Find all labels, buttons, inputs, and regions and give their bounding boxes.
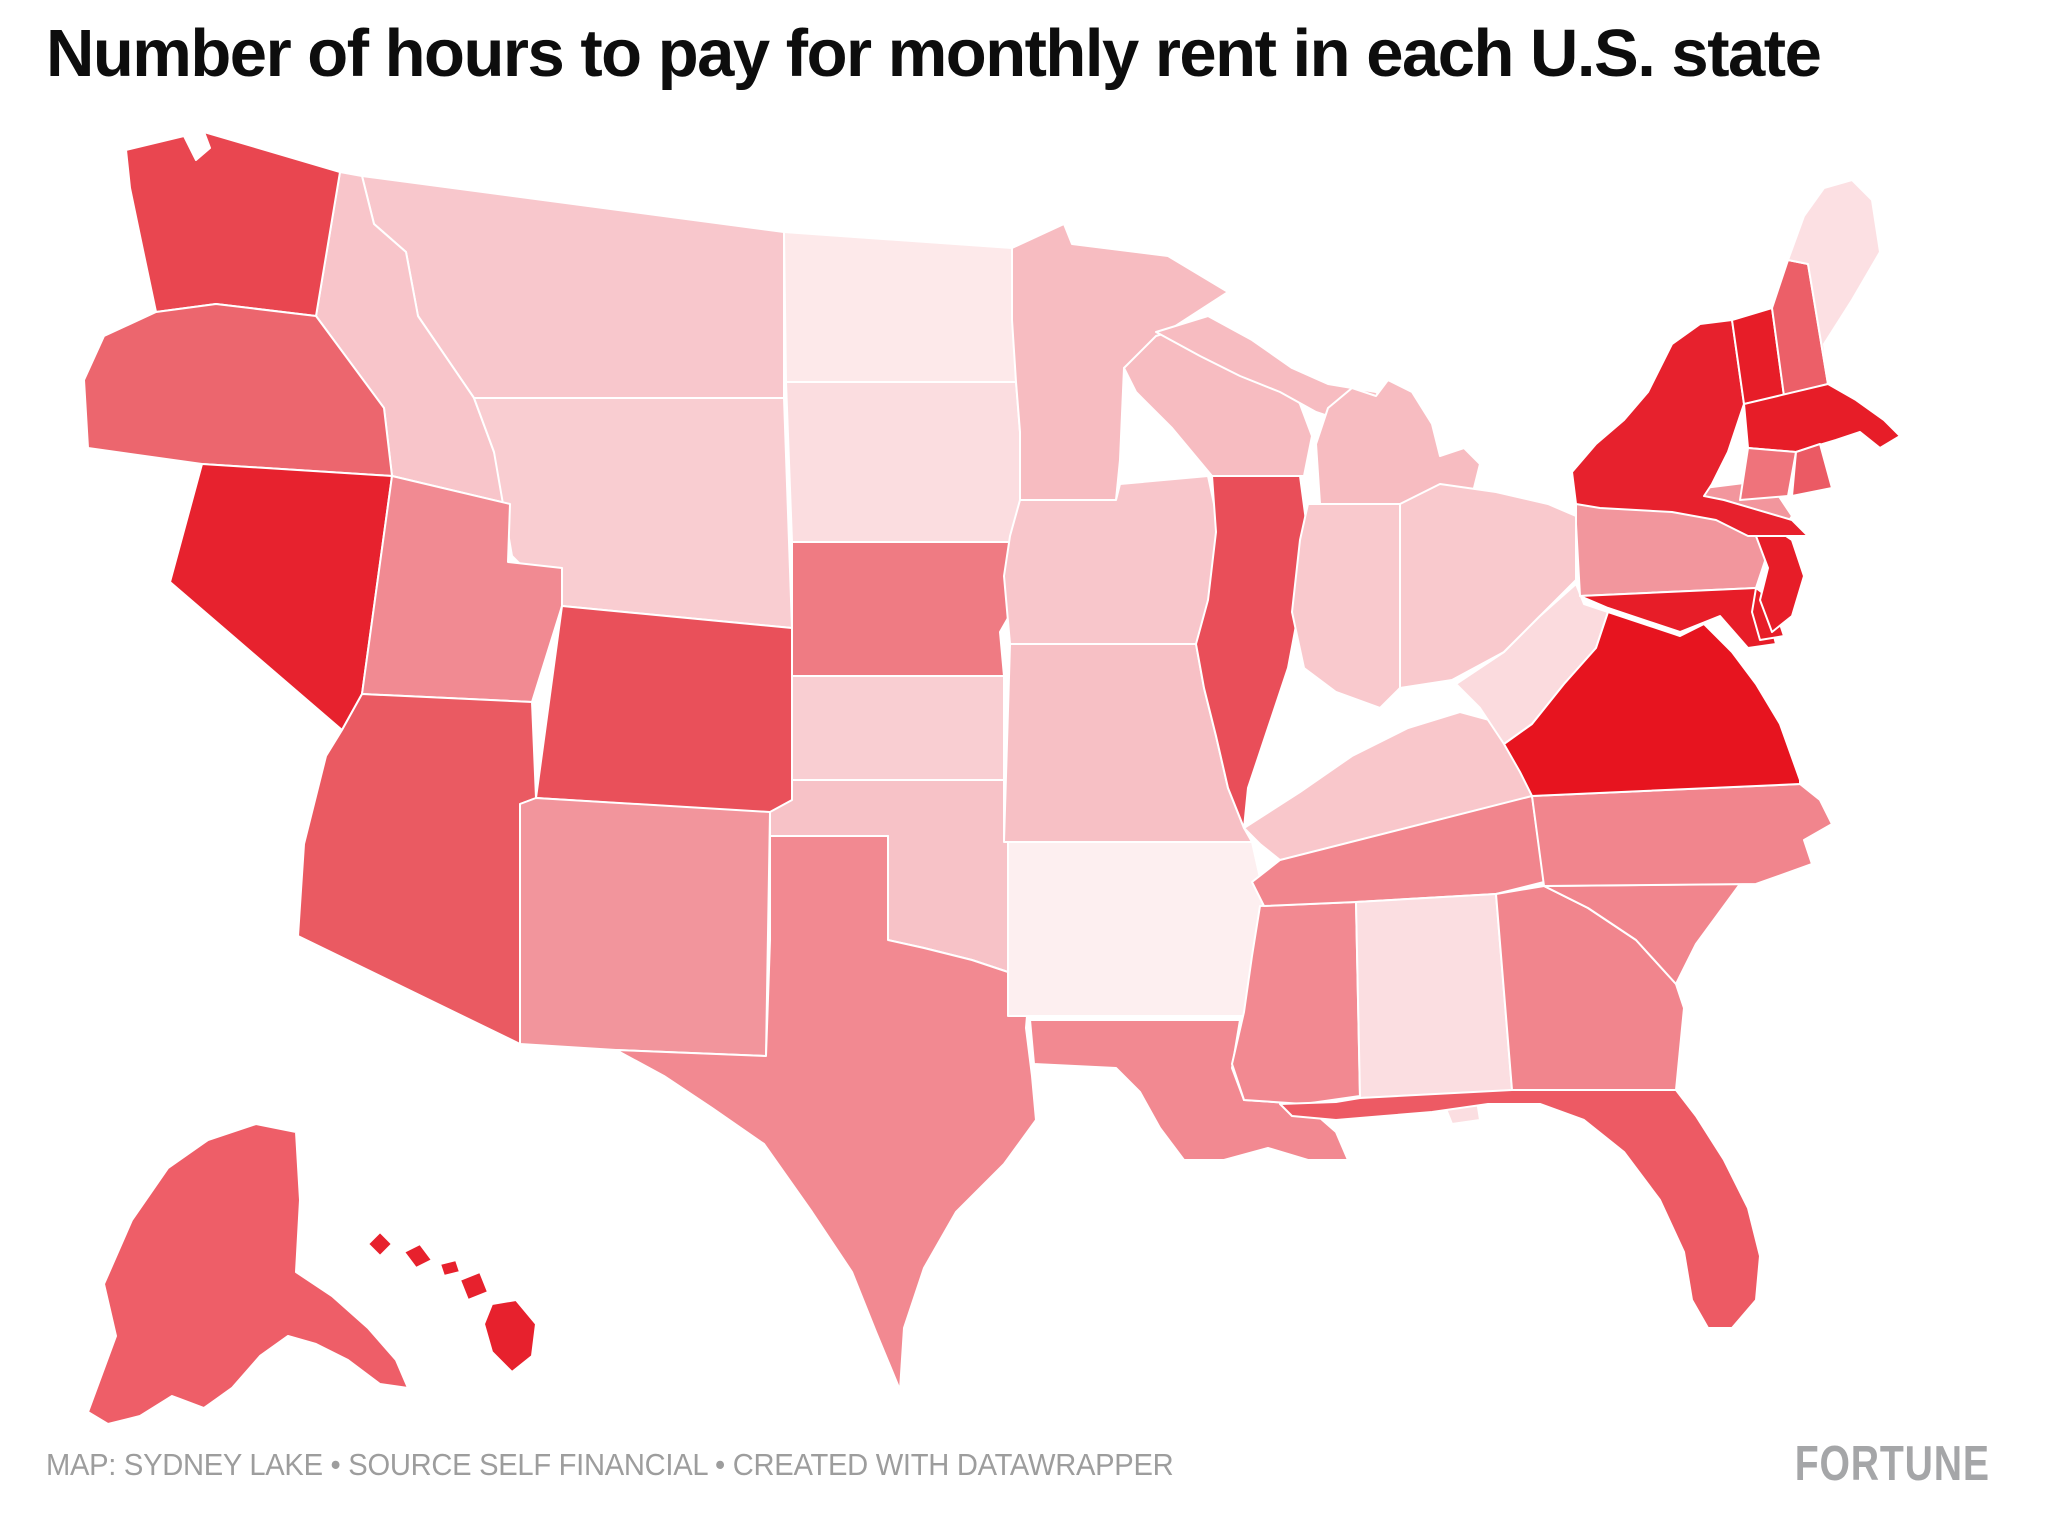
state-nv[interactable]: Nevada (169, 463, 393, 731)
state-az[interactable]: Arizona (297, 693, 537, 1045)
state-wa[interactable]: Washington (125, 131, 341, 317)
state-fl[interactable]: Florida (1279, 1089, 1761, 1329)
state-me[interactable]: Maine (1787, 179, 1881, 385)
state-in[interactable]: Indiana (1291, 503, 1401, 709)
state-ct[interactable]: Connecticut (1739, 447, 1797, 501)
state-co[interactable]: Colorado (535, 605, 793, 815)
state-ne[interactable]: Nebraska (791, 541, 1021, 677)
state-nj[interactable]: New Jersey (1755, 523, 1805, 633)
state-ks[interactable]: Kansas (791, 675, 1005, 781)
state-ny[interactable]: New York (1571, 319, 1809, 537)
state-nc[interactable]: North Carolina (1531, 783, 1833, 887)
state-tx[interactable]: Texas (615, 835, 1037, 1391)
fortune-logo: FORTUNE (1794, 1437, 1990, 1491)
state-al[interactable]: Alabama (1355, 893, 1513, 1125)
state-nd[interactable]: North Dakota (783, 231, 1017, 383)
state-sd[interactable]: South Dakota (785, 381, 1021, 543)
chart-title: Number of hours to pay for monthly rent … (46, 16, 1822, 91)
state-mn[interactable]: Minnesota (1011, 223, 1229, 501)
state-ak[interactable]: Alaska (87, 1123, 409, 1425)
state-nm[interactable]: New Mexico (519, 797, 771, 1057)
state-ar[interactable]: Arkansas (1007, 841, 1265, 1017)
map-credit: MAP: SYDNEY LAKE • SOURCE SELF FINANCIAL… (46, 1447, 1174, 1482)
state-ia[interactable]: Iowa (1003, 475, 1221, 645)
state-oh[interactable]: Ohio (1399, 483, 1577, 689)
state-va[interactable]: Virginia (1503, 611, 1801, 797)
state-ri[interactable]: Rhode Island (1791, 443, 1833, 497)
state-hi[interactable]: HawaiiHawaiiHawaiiHawaiiHawaii (367, 1231, 537, 1373)
